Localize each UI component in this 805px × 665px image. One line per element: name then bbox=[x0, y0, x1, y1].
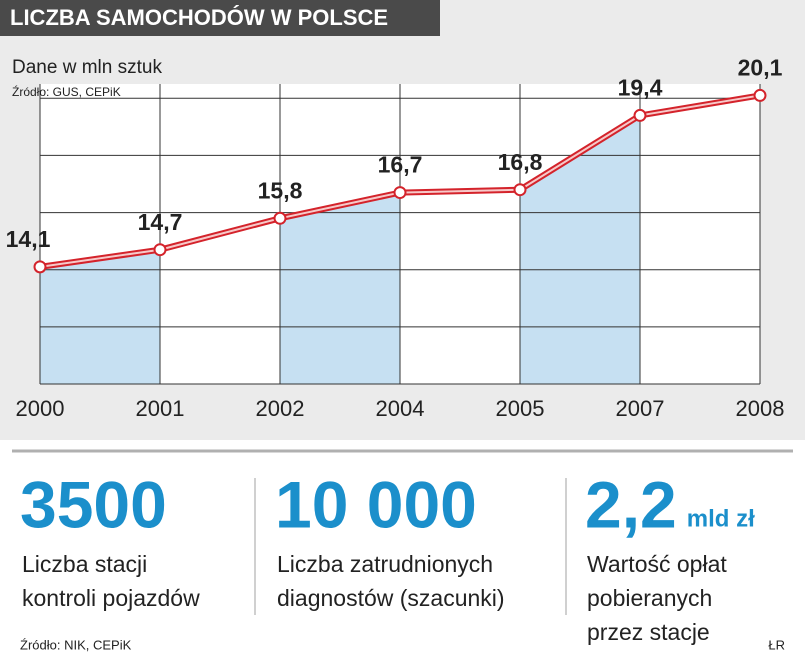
marker bbox=[633, 108, 647, 122]
value-label: 14,7 bbox=[138, 209, 183, 235]
marker bbox=[753, 88, 767, 102]
plot: 2000 2001 2002 2004 2005 2007 2008 14,1 14,7 15,8… bbox=[6, 55, 785, 421]
marker bbox=[393, 186, 407, 200]
footer-author: ŁR bbox=[768, 637, 785, 652]
area-band bbox=[40, 249, 160, 384]
marker bbox=[153, 243, 167, 257]
x-tick-label: 2000 bbox=[16, 396, 65, 421]
value-label: 19,4 bbox=[618, 75, 663, 101]
stat-value: 2,2 bbox=[585, 467, 677, 541]
x-tick-label: 2007 bbox=[616, 396, 665, 421]
value-label: 16,8 bbox=[498, 149, 543, 175]
area-band bbox=[280, 192, 400, 384]
stat-description: Liczba zatrudnionych bbox=[277, 551, 493, 577]
area-band bbox=[520, 115, 640, 384]
stat-description: przez stacje bbox=[587, 619, 710, 645]
value-label: 14,1 bbox=[6, 226, 51, 252]
x-tick-label: 2002 bbox=[256, 396, 305, 421]
chart-title: LICZBA SAMOCHODÓW W POLSCE bbox=[10, 5, 388, 30]
stat-description: Wartość opłat bbox=[587, 551, 727, 577]
stat-value: 10 000 bbox=[275, 467, 477, 541]
footer-source: Źródło: NIK, CEPiK bbox=[20, 637, 132, 652]
chart-subtitle: Dane w mln sztuk bbox=[12, 57, 162, 78]
stat-value: 3500 bbox=[20, 467, 167, 541]
value-label: 15,8 bbox=[258, 177, 303, 203]
value-label: 16,7 bbox=[378, 152, 423, 178]
x-tick-label: 2001 bbox=[136, 396, 185, 421]
x-tick-label: 2004 bbox=[376, 396, 425, 421]
stat-unit: mld zł bbox=[687, 505, 755, 532]
marker bbox=[513, 183, 527, 197]
x-tick-label: 2005 bbox=[496, 396, 545, 421]
stat-description: kontroli pojazdów bbox=[22, 585, 200, 611]
chart-source: Źródło: GUS, CEPiK bbox=[12, 84, 121, 99]
stat-description: pobieranych bbox=[587, 585, 712, 611]
value-label: 20,1 bbox=[738, 55, 783, 81]
marker bbox=[273, 211, 287, 225]
stat-description: diagnostów (szacunki) bbox=[277, 585, 505, 611]
title-bar bbox=[0, 0, 440, 36]
x-tick-label: 2008 bbox=[736, 396, 785, 421]
stats: 3500 Liczba stacji kontroli pojazdów 10 000… bbox=[20, 467, 755, 645]
stat-description: Liczba stacji bbox=[22, 551, 147, 577]
marker bbox=[33, 260, 47, 274]
